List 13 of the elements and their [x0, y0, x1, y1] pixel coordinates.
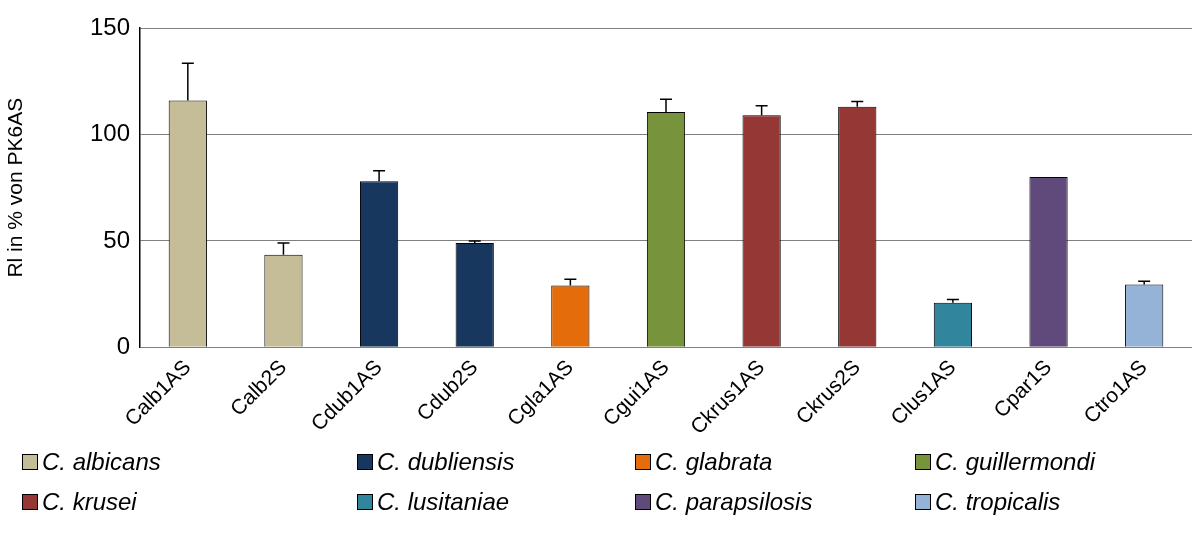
y-tick-label: 0: [116, 331, 130, 359]
y-tick-label: 50: [103, 225, 130, 253]
legend-label: C. dubliensis: [377, 448, 515, 476]
legend-label: C. albicans: [42, 448, 161, 476]
legend-label: C. tropicalis: [935, 488, 1061, 516]
legend-label: C. lusitaniae: [377, 488, 510, 516]
legend-label: C. parapsilosis: [655, 488, 813, 516]
legend-label: C. krusei: [42, 488, 137, 516]
y-axis-title: Rl in % von PK6AS: [3, 97, 27, 278]
y-tick-label: 100: [89, 119, 130, 147]
legend-label: C. glabrata: [655, 448, 773, 476]
y-tick-label: 150: [89, 12, 130, 40]
legend-label: C. guillermondi: [935, 448, 1096, 476]
